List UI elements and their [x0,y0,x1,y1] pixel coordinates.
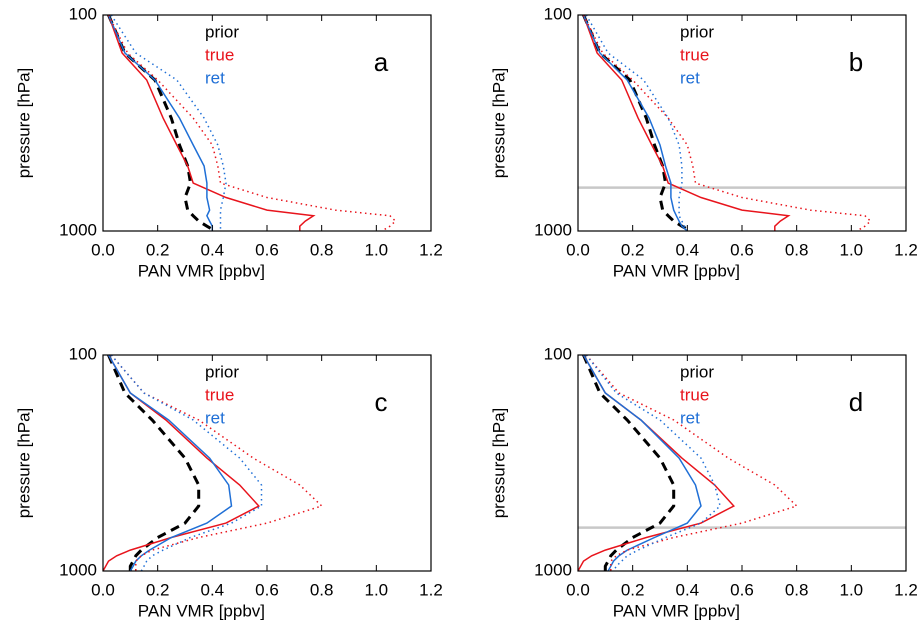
x-tick-label: 0.6 [730,580,754,599]
profile-line [107,14,214,231]
legend-entry: ret [680,408,700,427]
x-tick-label: 0.6 [730,240,754,259]
x-tick-label: 0.4 [676,580,700,599]
profile-line [107,14,397,232]
y-tick-label: 100 [69,344,97,363]
x-tick-label: 1.2 [419,240,443,259]
x-tick-label: 0.8 [310,240,334,259]
legend-entry: prior [680,22,714,41]
x-tick-label: 1.0 [365,240,389,259]
panel-label: a [374,47,389,77]
x-tick-label: 1.0 [840,580,864,599]
profile-line [582,14,691,233]
y-tick-label: 100 [544,4,572,23]
panel-label: d [849,387,863,417]
profile-line [107,354,201,571]
legend-entry: true [205,385,234,404]
x-tick-label: 0.4 [201,240,225,259]
profile-line [582,14,688,232]
x-tick-label: 1.2 [894,240,917,259]
x-tick-label: 0.4 [201,580,225,599]
profile-line [582,354,702,572]
legend-entry: true [680,45,709,64]
x-tick-label: 1.0 [840,240,864,259]
y-axis-title: pressure [hPa] [14,68,33,179]
profile-line [585,14,688,232]
x-tick-label: 0.2 [146,240,170,259]
profile-line [110,14,227,231]
x-tick-label: 1.0 [365,580,389,599]
y-tick-label: 100 [544,344,572,363]
legend-entry: true [205,45,234,64]
legend-entry: ret [205,408,225,427]
y-tick-label: 1000 [59,560,97,579]
y-tick-label: 1000 [534,560,572,579]
legend-entry: true [680,385,709,404]
legend-entry: prior [205,362,239,381]
x-tick-label: 0.6 [255,240,279,259]
x-axis-title: PAN VMR [ppbv] [613,601,740,620]
panel-label: c [375,387,388,417]
profile-line [110,354,263,572]
legend-entry: ret [205,68,225,87]
x-tick-label: 0.0 [566,240,590,259]
profile-line [110,354,324,571]
x-axis-title: PAN VMR [ppbv] [613,261,740,280]
legend-entry: prior [205,22,239,41]
x-tick-label: 0.8 [310,580,334,599]
profile-line [107,14,316,231]
legend-entry: ret [680,68,700,87]
x-tick-label: 0.4 [676,240,700,259]
profile-line [585,354,799,571]
y-tick-label: 100 [69,4,97,23]
x-tick-label: 1.2 [894,580,917,599]
x-tick-label: 0.8 [785,580,809,599]
profile-line [582,14,872,232]
profile-line [107,354,233,572]
y-axis-title: pressure [hPa] [489,408,508,519]
panel-label: b [849,47,863,77]
y-axis-title: pressure [hPa] [14,408,33,519]
x-tick-label: 0.2 [146,580,170,599]
profile-line [102,354,261,572]
y-tick-label: 1000 [534,220,572,239]
x-tick-label: 0.2 [621,240,645,259]
x-tick-label: 0.0 [91,580,115,599]
x-tick-label: 0.0 [91,240,115,259]
x-axis-title: PAN VMR [ppbv] [138,261,265,280]
y-tick-label: 1000 [59,220,97,239]
y-axis-title: pressure [hPa] [489,68,508,179]
x-tick-label: 0.2 [621,580,645,599]
profile-line [582,354,676,571]
x-tick-label: 0.0 [566,580,590,599]
x-tick-label: 0.8 [785,240,809,259]
x-axis-title: PAN VMR [ppbv] [138,601,265,620]
profile-line [582,14,791,231]
legend-entry: prior [680,362,714,381]
x-tick-label: 1.2 [419,580,443,599]
x-tick-label: 0.6 [255,580,279,599]
